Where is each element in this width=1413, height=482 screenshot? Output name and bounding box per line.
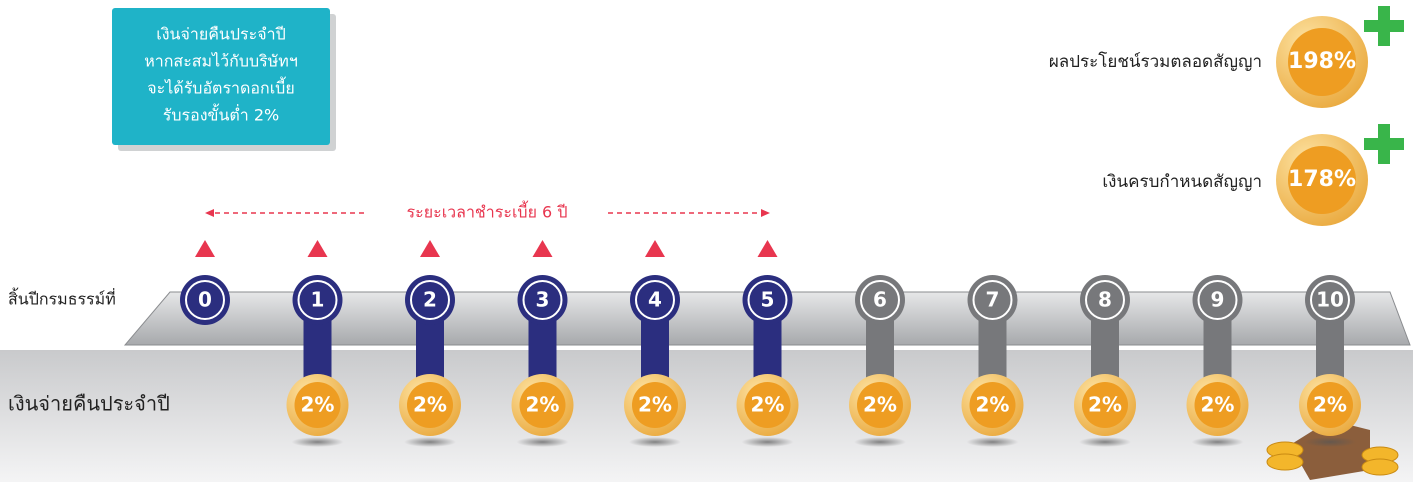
year-label: 6 xyxy=(873,288,887,312)
coin-shadow xyxy=(1304,437,1356,447)
up-arrow xyxy=(195,240,215,257)
year-label: 2 xyxy=(423,288,437,312)
payment-period: ระยะเวลาชำระเบี้ย 6 ปี xyxy=(407,201,568,222)
coin-stack xyxy=(1362,459,1398,475)
arrow-head xyxy=(205,209,214,217)
up-arrow xyxy=(420,240,440,257)
info-line: เงินจ่ายคืนประจำปี xyxy=(156,25,285,44)
year-label: 4 xyxy=(648,288,662,312)
benefit-value: 178% xyxy=(1288,167,1356,192)
year-label: 9 xyxy=(1211,288,1225,312)
timeline-label: สิ้นปีกรมธรรม์ที่ xyxy=(8,288,116,309)
info-line: หากสะสมไว้กับบริษัทฯ xyxy=(144,52,298,71)
benefit-label: เงินครบกำหนดสัญญา xyxy=(1102,172,1262,192)
year-label: 0 xyxy=(198,288,212,312)
diagram: เงินจ่ายคืนประจำปี หากสะสมไว้กับบริษัทฯ … xyxy=(0,0,1413,482)
year-label: 3 xyxy=(536,288,550,312)
payout-value: 2% xyxy=(1201,393,1235,417)
payout-value: 2% xyxy=(1088,393,1122,417)
payout-value: 2% xyxy=(863,393,897,417)
benefit: เงินครบกำหนดสัญญา 178% xyxy=(1102,124,1404,226)
payout-value: 2% xyxy=(1313,393,1347,417)
payout-value: 2% xyxy=(976,393,1010,417)
page: {"info_box": {"lines": ["เงินจ่ายคืนประจ… xyxy=(0,0,1413,482)
benefit-label: ผลประโยชน์รวมตลอดสัญญา xyxy=(1049,51,1262,72)
payout-value: 2% xyxy=(413,393,447,417)
info-line: จะได้รับอัตราดอกเบี้ย xyxy=(147,77,294,98)
coin-shadow xyxy=(517,437,569,447)
payout-label: เงินจ่ายคืนประจำปี xyxy=(8,392,170,416)
coin-shadow xyxy=(742,437,794,447)
benefit: ผลประโยชน์รวมตลอดสัญญา 198% xyxy=(1049,6,1404,108)
coin-shadow xyxy=(967,437,1019,447)
coin-shadow xyxy=(629,437,681,447)
payout-value: 2% xyxy=(526,393,560,417)
arrow-head xyxy=(761,209,770,217)
info-line: รับรองขั้นต่ำ 2% xyxy=(163,104,279,125)
coin-stack xyxy=(1267,454,1303,470)
plus-icon xyxy=(1364,124,1404,164)
year-label: 5 xyxy=(761,288,775,312)
up-arrow xyxy=(645,240,665,257)
coin-shadow xyxy=(292,437,344,447)
up-arrow xyxy=(758,240,778,257)
up-arrow xyxy=(533,240,553,257)
payout-value: 2% xyxy=(751,393,785,417)
coin-shadow xyxy=(1079,437,1131,447)
coin-shadow xyxy=(404,437,456,447)
up-arrow xyxy=(308,240,328,257)
benefit-value: 198% xyxy=(1288,49,1356,74)
year-label: 7 xyxy=(986,288,1000,312)
year-label: 1 xyxy=(311,288,325,312)
coin-shadow xyxy=(1192,437,1244,447)
payout-value: 2% xyxy=(638,393,672,417)
payout-value: 2% xyxy=(301,393,335,417)
plus-icon xyxy=(1364,6,1404,46)
year-label: 10 xyxy=(1316,288,1344,312)
coin-shadow xyxy=(854,437,906,447)
year-label: 8 xyxy=(1098,288,1112,312)
